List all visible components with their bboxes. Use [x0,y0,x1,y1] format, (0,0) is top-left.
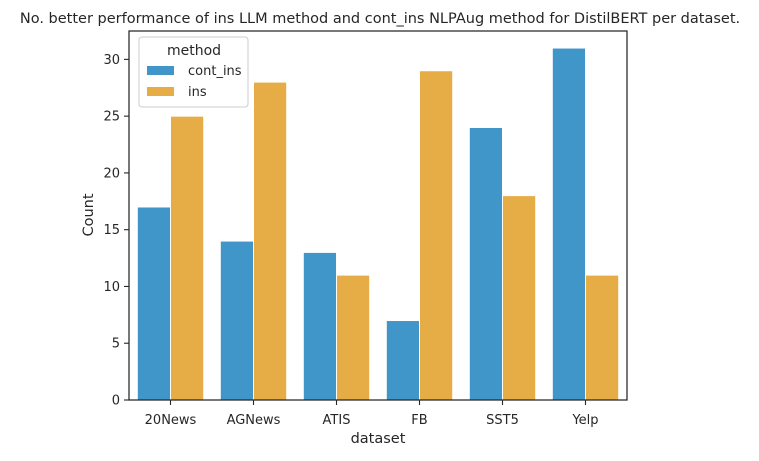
legend-label-ins: ins [188,85,207,100]
x-tick-label: Yelp [571,413,598,428]
x-tick-label: AGNews [227,413,281,428]
bar-cont-ins-20news [136,206,172,401]
legend-swatch-cont-ins [147,66,174,75]
chart-title: No. better performance of ins LLM method… [20,11,740,27]
legend: method cont_ins ins [138,36,249,108]
bar-cont-ins-fb [385,320,420,401]
y-tick-label: 0 [112,394,120,409]
bar-cont-ins-sst5 [468,127,503,401]
legend-label-cont-ins: cont_ins [188,64,242,79]
y-tick-label: 15 [103,223,120,238]
legend-title: method [167,43,221,59]
x-tick-label: ATIS [323,413,351,428]
y-tick-label: 10 [103,280,120,295]
y-tick-label: 30 [103,53,120,68]
x-tick-label: FB [411,413,427,428]
bar-ins-fb [419,70,454,401]
y-tick-label: 5 [112,337,120,352]
y-tick-label: 20 [103,166,120,181]
bar-cont-ins-atis [302,251,337,401]
x-axis-ticks: 20News AGNews ATIS FB SST5 Yelp [145,400,599,428]
bar-ins-atis [336,274,371,401]
x-tick-label: 20News [145,413,197,428]
bar-cont-ins-yelp [551,47,586,401]
bar-ins-sst5 [502,195,537,401]
bar-ins-20news [170,115,205,401]
bar-ins-yelp [585,274,620,401]
bar-ins-agnews [253,81,288,401]
x-tick-label: SST5 [486,413,519,428]
y-axis-ticks: 0 5 10 15 20 25 30 [103,53,129,409]
y-axis-label: Count [81,193,97,236]
bar-cont-ins-agnews [219,240,255,401]
y-tick-label: 25 [103,110,120,125]
plot-frame [128,30,628,401]
x-axis-label: dataset [351,431,406,447]
legend-swatch-ins [147,87,174,96]
bars-group [136,47,620,401]
